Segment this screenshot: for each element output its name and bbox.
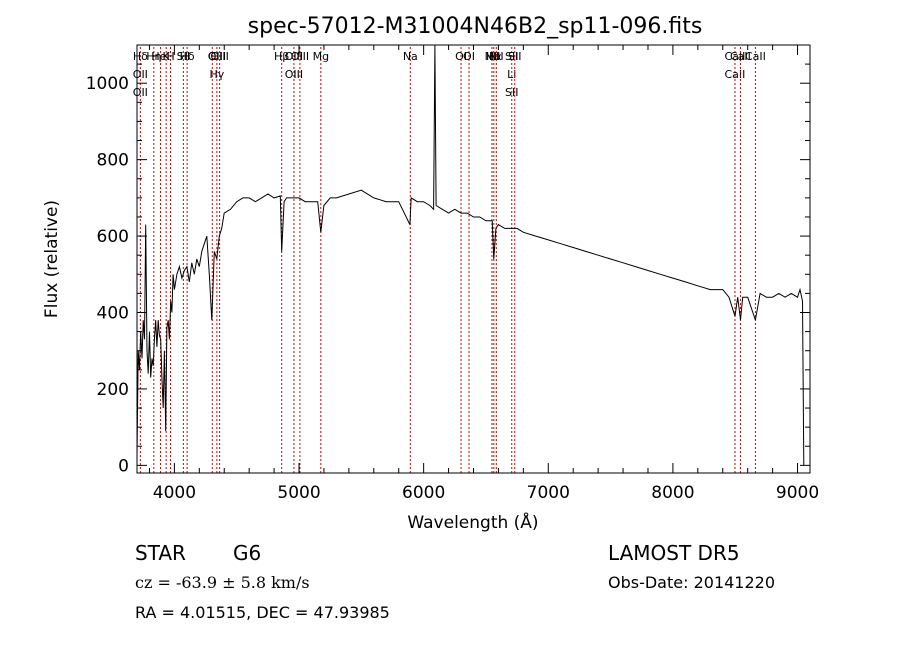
- line-marker-label: Hδ: [180, 50, 195, 63]
- x-axis: 4000 5000 6000 7000 8000 9000: [148, 45, 819, 503]
- line-marker-label: SII: [505, 86, 518, 99]
- line-marker-label: OII: [133, 86, 148, 99]
- line-marker-label: HeI: [151, 50, 169, 63]
- line-marker-label: SII: [508, 50, 521, 63]
- x-tick-label: 8000: [651, 483, 694, 503]
- line-marker-label: Li: [507, 68, 516, 81]
- line-marker-label: Hη: [146, 50, 161, 63]
- line-marker-label: CaII: [730, 50, 751, 63]
- y-axis: 0 200 400 600 800 1000: [86, 63, 810, 476]
- line-marker-label: NII: [489, 50, 504, 63]
- line-marker-label: Mg: [313, 50, 329, 63]
- y-tick-label: 0: [118, 456, 129, 476]
- x-axis-label: Wavelength (Å): [407, 511, 538, 533]
- x-tick-label: 7000: [527, 483, 570, 503]
- line-marker-label: Hγ: [209, 68, 224, 81]
- chart-title: spec-57012-M31004N46B2_sp11-096.fits: [248, 14, 703, 39]
- coordinates: RA = 4.01515, DEC = 47.93985: [135, 603, 390, 622]
- line-marker-label: Hβ: [274, 50, 289, 63]
- obs-date: Obs-Date: 20141220: [608, 573, 776, 592]
- line-marker-label: Na: [403, 50, 418, 63]
- line-marker-label: OIII: [210, 50, 228, 63]
- line-marker-label: OIII: [208, 50, 226, 63]
- y-tick-label: 600: [97, 227, 129, 247]
- object-subclass: G6: [233, 541, 262, 565]
- line-marker-label: H: [166, 50, 174, 63]
- y-tick-label: 200: [97, 380, 129, 400]
- line-marker-label: NII: [485, 50, 500, 63]
- spectrum-line: [136, 44, 805, 466]
- line-marker-label: CaII: [745, 50, 766, 63]
- y-axis-label: Flux (relative): [42, 200, 62, 318]
- y-tick-label: 1000: [86, 74, 129, 94]
- line-marker-label: K: [163, 50, 171, 63]
- redshift-value: cz = -63.9 ± 5.8 km/s: [135, 573, 310, 592]
- line-marker-label: G: [208, 50, 217, 63]
- x-tick-label: 9000: [776, 483, 819, 503]
- line-marker-label: Hα: [486, 50, 502, 63]
- line-marker-label: OIII: [285, 50, 303, 63]
- plot-frame: [136, 44, 811, 474]
- line-marker-label: OI: [463, 50, 475, 63]
- line-marker-label: OII: [133, 68, 148, 81]
- x-tick-label: 4000: [153, 483, 196, 503]
- line-marker-label: CaII: [725, 68, 746, 81]
- y-tick-label: 400: [97, 304, 129, 324]
- line-marker-label: OIII: [285, 68, 303, 81]
- spectrum-series: [136, 44, 805, 466]
- object-class: STAR: [135, 541, 186, 565]
- line-marker-label: OIII: [291, 50, 309, 63]
- x-tick-label: 6000: [402, 483, 445, 503]
- y-tick-label: 800: [97, 151, 129, 171]
- line-marker-label: OI: [455, 50, 467, 63]
- x-tick-label: 5000: [277, 483, 320, 503]
- survey-name: LAMOST DR5: [608, 541, 740, 565]
